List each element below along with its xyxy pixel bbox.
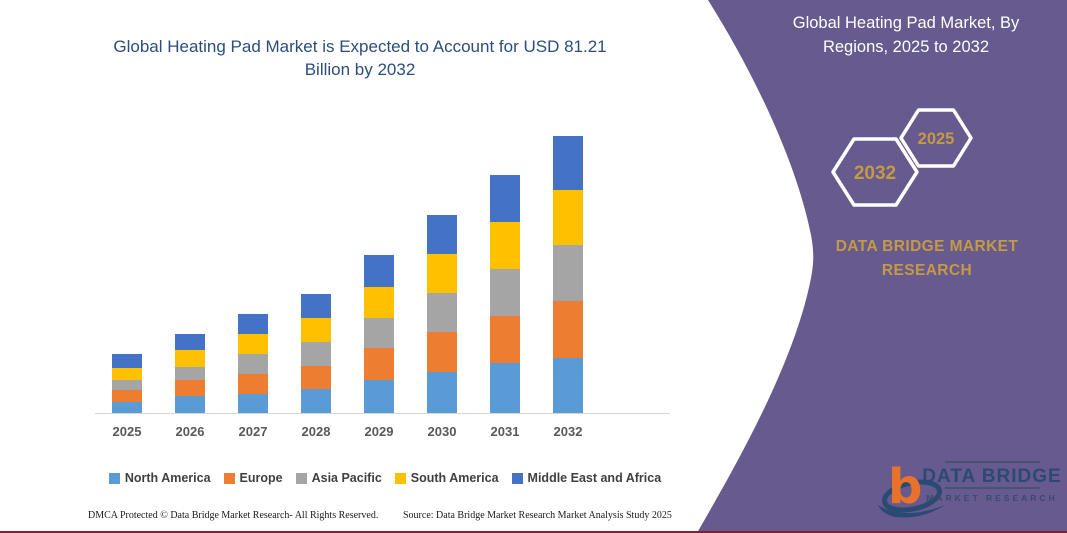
segment-2031-south-america	[490, 222, 520, 269]
x-axis-label-2025: 2025	[112, 424, 142, 439]
logo-ellipse-icon	[881, 479, 943, 513]
bottom-accent-line	[0, 531, 1067, 533]
segment-2028-europe	[301, 365, 331, 390]
segment-2031-north-america	[490, 363, 520, 413]
segment-2031-europe	[490, 315, 520, 364]
panel-brand-line1: DATA BRIDGE MARKET	[835, 238, 1019, 255]
segment-2029-europe	[364, 347, 394, 380]
segment-2030-europe	[427, 332, 457, 372]
stacked-bar-2030	[427, 215, 457, 413]
segment-2030-asia-pacific	[427, 293, 457, 333]
stacked-bar-2025	[112, 353, 142, 413]
segment-2025-middle-east-and-africa	[112, 353, 142, 368]
segment-2027-asia-pacific	[238, 353, 268, 374]
legend-label: Asia Pacific	[311, 471, 382, 485]
segment-2025-north-america	[112, 402, 142, 413]
hexagon-2032	[831, 137, 919, 207]
legend-swatch-icon	[108, 472, 120, 484]
segment-2027-north-america	[238, 393, 268, 413]
segment-2025-europe	[112, 389, 142, 403]
segment-2029-middle-east-and-africa	[364, 254, 394, 287]
segment-2031-middle-east-and-africa	[490, 175, 520, 223]
logo-b-icon: b	[888, 459, 922, 515]
stacked-bar-2027	[238, 313, 268, 413]
stacked-bar-2032	[553, 135, 583, 413]
x-axis-label-2031: 2031	[490, 424, 520, 439]
segment-2029-south-america	[364, 286, 394, 318]
legend-item-middle-east-and-africa: Middle East and Africa	[511, 471, 662, 485]
segment-2032-south-america	[553, 190, 583, 246]
chart-title: Global Heating Pad Market is Expected to…	[113, 37, 607, 79]
segment-2028-north-america	[301, 389, 331, 413]
footer-source-text: Source: Data Bridge Market Research Mark…	[403, 510, 672, 521]
hexagon-2025	[899, 108, 973, 168]
segment-2031-asia-pacific	[490, 268, 520, 316]
dbmr-logo: b DATA BRIDGE MARKET RESEARCH	[878, 459, 1061, 518]
segment-2026-north-america	[175, 395, 205, 413]
x-axis-label-2029: 2029	[364, 424, 394, 439]
segment-2025-asia-pacific	[112, 379, 142, 390]
segment-2026-asia-pacific	[175, 366, 205, 380]
legend-label: North America	[124, 471, 211, 485]
hexagon-2025-label: 2025	[918, 130, 955, 148]
legend-item-asia-pacific: Asia Pacific	[295, 471, 382, 485]
legend-swatch-icon	[295, 472, 307, 484]
segment-2030-south-america	[427, 254, 457, 294]
segment-2030-middle-east-and-africa	[427, 215, 457, 255]
x-axis-label-2032: 2032	[553, 424, 583, 439]
segment-2026-south-america	[175, 350, 205, 367]
logo-swoosh-icon	[878, 505, 945, 518]
legend-swatch-icon	[394, 472, 406, 484]
stacked-bar-2029	[364, 254, 394, 413]
stacked-bar-2031	[490, 175, 520, 413]
x-axis-label-2026: 2026	[175, 424, 205, 439]
segment-2028-middle-east-and-africa	[301, 293, 331, 318]
legend-label: South America	[410, 471, 499, 485]
footer-dmca-text: DMCA Protected © Data Bridge Market Rese…	[88, 510, 379, 521]
x-axis-label-2030: 2030	[427, 424, 457, 439]
stacked-bar-2026	[175, 334, 205, 413]
segment-2029-asia-pacific	[364, 317, 394, 348]
legend-swatch-icon	[511, 472, 523, 484]
chart-legend: North America Europe Asia Pacific South Ame…	[90, 471, 680, 485]
segment-2026-europe	[175, 379, 205, 396]
segment-2028-south-america	[301, 317, 331, 342]
logo-name-top: DATA BRIDGE	[922, 466, 1061, 487]
segment-2032-north-america	[553, 357, 583, 413]
x-axis-line	[95, 413, 670, 414]
segment-2030-north-america	[427, 372, 457, 413]
panel-title: Global Heating Pad Market, By Regions, 2…	[792, 14, 1020, 56]
segment-2032-middle-east-and-africa	[553, 135, 583, 191]
segment-2029-north-america	[364, 379, 394, 413]
legend-label: Middle East and Africa	[527, 471, 662, 485]
logo-name-bottom: MARKET RESEARCH	[926, 493, 1057, 503]
segment-2027-middle-east-and-africa	[238, 313, 268, 335]
hexagon-2032-label: 2032	[854, 163, 896, 184]
segment-2032-asia-pacific	[553, 245, 583, 302]
segment-2028-asia-pacific	[301, 341, 331, 366]
segment-2027-europe	[238, 373, 268, 394]
hexagon-badges	[831, 108, 973, 207]
legend-label: Europe	[239, 471, 283, 485]
x-axis-label-2027: 2027	[238, 424, 268, 439]
x-axis-label-2028: 2028	[301, 424, 331, 439]
legend-swatch-icon	[223, 472, 235, 484]
segment-2032-europe	[553, 301, 583, 358]
segment-2025-south-america	[112, 367, 142, 380]
segment-2027-south-america	[238, 334, 268, 354]
panel-brand-text: DATA BRIDGE MARKET RESEARCH	[812, 235, 1042, 283]
stacked-bar-2028	[301, 293, 331, 413]
legend-item-north-america: North America	[108, 471, 211, 485]
legend-item-south-america: South America	[394, 471, 499, 485]
segment-2026-middle-east-and-africa	[175, 334, 205, 351]
legend-item-europe: Europe	[223, 471, 283, 485]
panel-brand-line2: RESEARCH	[881, 262, 973, 280]
